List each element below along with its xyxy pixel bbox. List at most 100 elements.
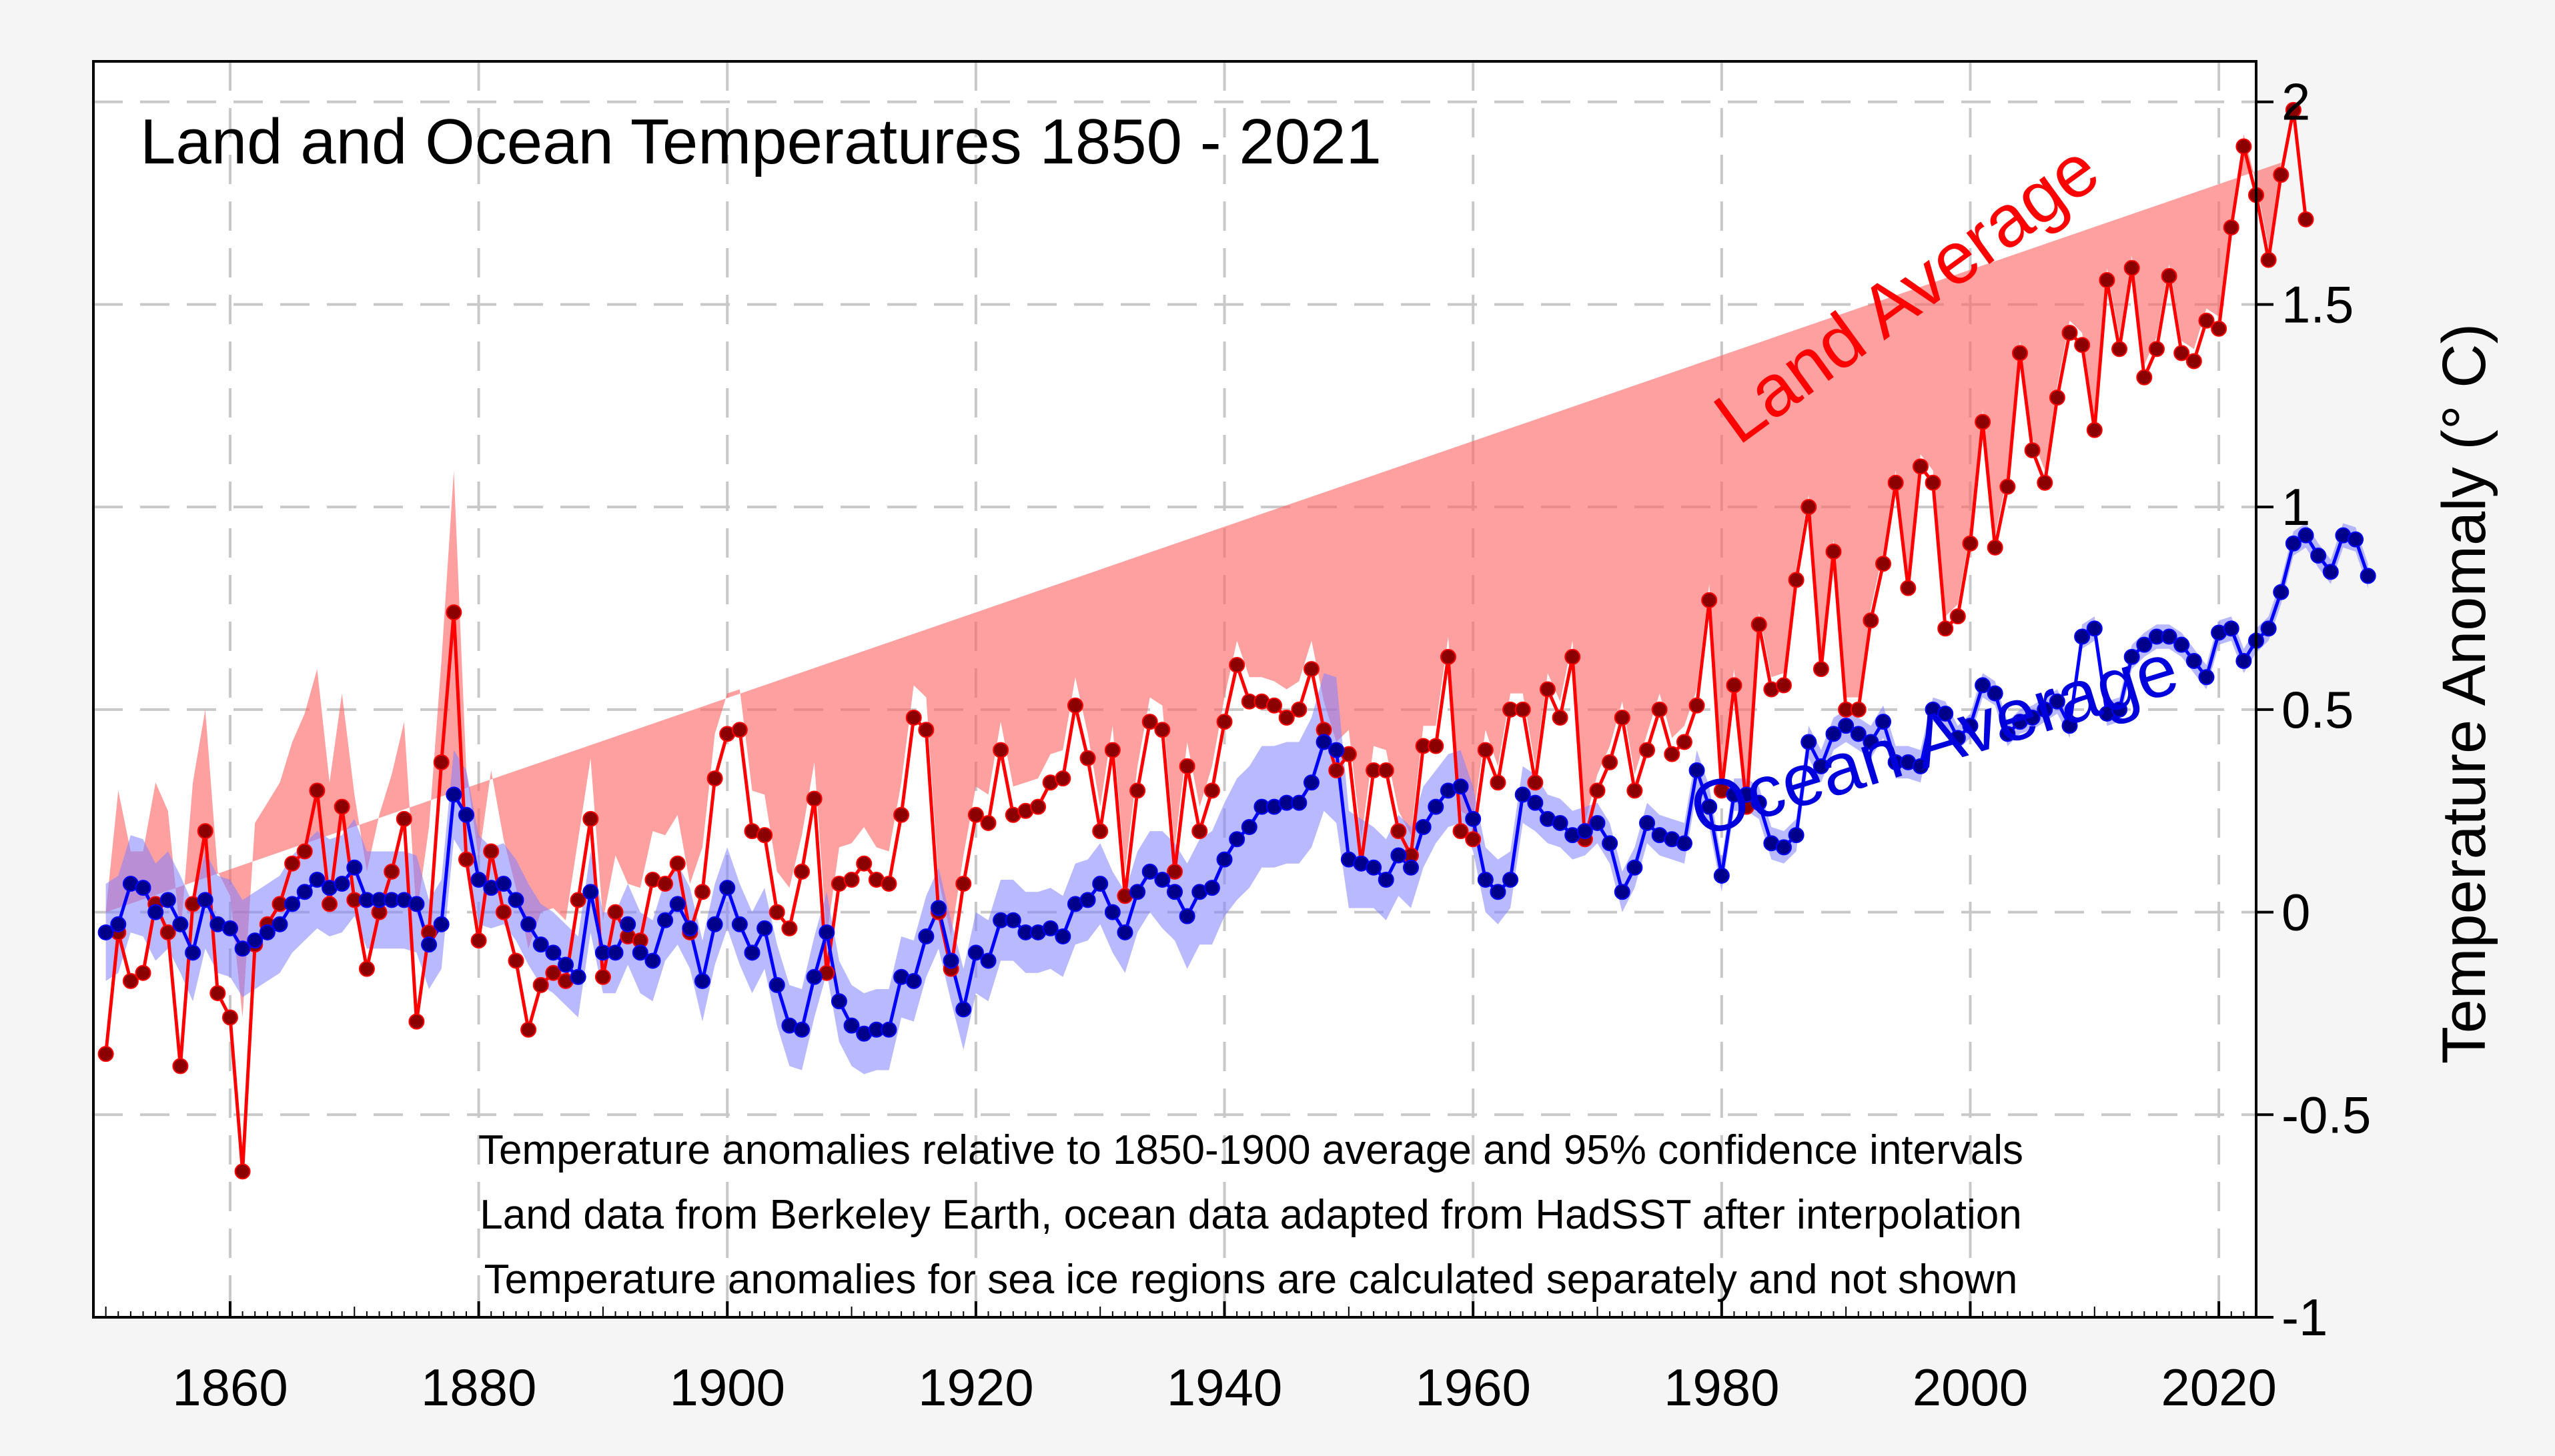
land-average-point: [1390, 823, 1407, 840]
land-average-point: [1428, 738, 1444, 754]
ocean-average-point: [185, 944, 201, 961]
land-average-point: [1626, 782, 1643, 799]
y-tick-label: 0.5: [2281, 680, 2354, 739]
ocean-average-point: [1527, 794, 1544, 811]
land-average-point: [1291, 701, 1308, 718]
ocean-average-point: [532, 936, 549, 953]
land-average-point: [458, 851, 474, 868]
y-tick-label: -0.5: [2281, 1085, 2371, 1144]
chart-title: Land and Ocean Temperatures 1850 - 2021: [140, 106, 1382, 177]
land-average-point: [856, 855, 873, 872]
ocean-average-point: [1167, 884, 1183, 900]
ocean-average-point: [1801, 734, 1817, 750]
land-average-point: [532, 976, 549, 993]
land-average-point: [967, 806, 984, 823]
y-axis-tick-labels: -1 -0.5 0 0.5 1 1.5 2: [2281, 73, 2371, 1347]
ocean-average-point: [1316, 734, 1332, 750]
land-average-point: [1726, 677, 1742, 694]
land-average-point: [781, 920, 798, 936]
ocean-average-point: [2223, 620, 2239, 637]
land-average-point: [545, 964, 562, 981]
land-average-point: [508, 952, 524, 969]
land-average-point: [2285, 101, 2302, 118]
ocean-average-point: [421, 936, 438, 953]
ocean-average-point: [1813, 758, 1829, 774]
land-average-point: [122, 972, 139, 989]
land-average-point: [1589, 782, 1606, 799]
land-average-point: [483, 843, 500, 860]
land-average-point: [1788, 572, 1805, 588]
x-tick-label: 1980: [1664, 1358, 1780, 1417]
ocean-average-point: [1241, 819, 1257, 836]
ocean-average-point: [147, 904, 164, 920]
land-average-point: [197, 823, 213, 840]
ocean-average-point: [1042, 920, 1059, 936]
land-average-point: [1303, 661, 1320, 678]
land-average-point: [334, 798, 350, 815]
ocean-average-point: [806, 968, 823, 985]
ocean-average-point: [334, 876, 350, 892]
ocean-average-point: [2024, 710, 2041, 726]
land-average-point: [1216, 714, 1233, 730]
ocean-average-point: [172, 916, 189, 932]
ocean-average-point: [1589, 814, 1606, 831]
x-tick-label: 2020: [2161, 1358, 2277, 1417]
land-average-point: [2161, 267, 2177, 284]
land-average-point: [2148, 341, 2165, 357]
land-average-point: [669, 855, 686, 872]
land-average-point: [731, 722, 748, 738]
land-average-point: [1875, 556, 1892, 572]
land-average-point: [1055, 770, 1071, 787]
ocean-average-point: [843, 1017, 860, 1034]
land-average-point: [1527, 774, 1544, 791]
land-average-point: [384, 863, 400, 880]
ocean-average-point: [1701, 798, 1718, 815]
ocean-average-point: [1602, 835, 1618, 852]
ocean-average-point: [1838, 718, 1855, 734]
land-average-point: [2297, 211, 2314, 227]
land-average-point: [296, 843, 313, 860]
ocean-average-point: [1490, 884, 1506, 900]
ocean-average-point: [1987, 685, 2003, 702]
x-tick-label: 1860: [172, 1358, 288, 1417]
x-tick-label: 1880: [421, 1358, 537, 1417]
ocean-average-point: [495, 876, 512, 892]
ocean-average-point: [2037, 701, 2053, 718]
ocean-average-point: [2322, 564, 2339, 580]
land-average-point: [1887, 474, 1904, 491]
land-average-point: [2074, 337, 2091, 353]
land-average-point: [1490, 774, 1506, 791]
ocean-average-point: [221, 920, 238, 936]
ocean-average-point: [831, 993, 847, 1010]
land-average-point: [1676, 734, 1692, 750]
land-average-point: [97, 1046, 114, 1062]
ocean-average-point: [1104, 904, 1121, 920]
land-average-point: [2037, 474, 2053, 491]
note-line-2: Land data from Berkeley Earth, ocean dat…: [480, 1192, 2021, 1238]
land-average-point: [135, 964, 151, 981]
ocean-average-point: [1378, 871, 1394, 888]
ocean-average-point: [2074, 628, 2091, 645]
land-average-point: [1962, 535, 1979, 552]
ocean-average-point: [2086, 620, 2103, 637]
land-average-point: [1850, 701, 1867, 718]
land-average-point: [1141, 714, 1158, 730]
land-average-point: [2123, 259, 2140, 276]
ocean-average-point: [470, 871, 487, 888]
ocean-average-point: [980, 952, 997, 969]
land-average-point: [221, 1009, 238, 1026]
ocean-average-point: [2173, 636, 2190, 653]
ocean-average-point: [1005, 912, 1021, 928]
ocean-average-point: [1390, 847, 1407, 864]
ocean-average-point: [1092, 876, 1109, 892]
land-average-point: [1092, 823, 1109, 840]
land-average-point: [893, 806, 910, 823]
land-average-point: [1552, 710, 1568, 726]
ocean-average-point: [135, 880, 151, 896]
land-average-point: [1750, 616, 1767, 633]
ocean-average-point: [1825, 726, 1842, 742]
land-average-point: [1975, 414, 1991, 430]
ocean-average-point: [1688, 762, 1705, 778]
ocean-average-point: [2297, 527, 2314, 544]
land-average-point: [1030, 798, 1047, 815]
